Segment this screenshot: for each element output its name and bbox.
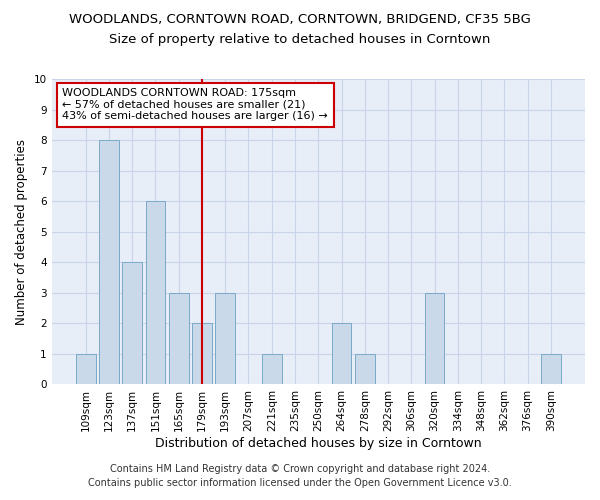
Bar <box>332 324 352 384</box>
Bar <box>262 354 281 384</box>
Bar <box>192 324 212 384</box>
Text: WOODLANDS, CORNTOWN ROAD, CORNTOWN, BRIDGEND, CF35 5BG: WOODLANDS, CORNTOWN ROAD, CORNTOWN, BRID… <box>69 12 531 26</box>
Text: Size of property relative to detached houses in Corntown: Size of property relative to detached ho… <box>109 32 491 46</box>
Y-axis label: Number of detached properties: Number of detached properties <box>15 138 28 324</box>
Bar <box>76 354 95 384</box>
Text: Contains HM Land Registry data © Crown copyright and database right 2024.
Contai: Contains HM Land Registry data © Crown c… <box>88 464 512 487</box>
Bar <box>425 293 445 384</box>
Bar <box>122 262 142 384</box>
Bar <box>146 201 166 384</box>
Bar <box>541 354 561 384</box>
Bar <box>355 354 374 384</box>
X-axis label: Distribution of detached houses by size in Corntown: Distribution of detached houses by size … <box>155 437 482 450</box>
Text: WOODLANDS CORNTOWN ROAD: 175sqm
← 57% of detached houses are smaller (21)
43% of: WOODLANDS CORNTOWN ROAD: 175sqm ← 57% of… <box>62 88 328 122</box>
Bar <box>169 293 188 384</box>
Bar <box>215 293 235 384</box>
Bar <box>99 140 119 384</box>
